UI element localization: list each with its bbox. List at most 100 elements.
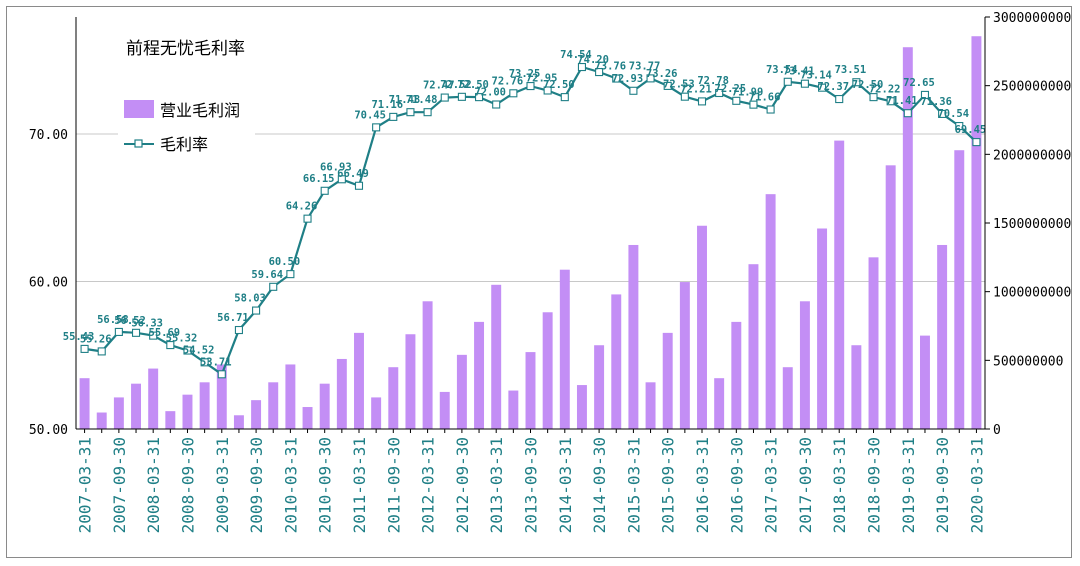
bar-2010-09-30 — [319, 383, 330, 429]
data-label: 72.76 — [492, 75, 524, 87]
x-tick-label: 2015-03-31 — [624, 437, 643, 533]
bar-2013-12-31 — [542, 312, 553, 429]
bar-2018-03-31 — [834, 140, 845, 429]
data-label: 56.33 — [131, 318, 163, 330]
margin-point-2017-09-30 — [800, 79, 809, 88]
data-label: 72.53 — [663, 79, 695, 91]
x-tick-label: 2019-09-30 — [933, 437, 952, 533]
bar-2009-03-31 — [216, 364, 227, 429]
margin-point-2016-06-30 — [715, 88, 724, 98]
x-tick-label: 2012-03-31 — [419, 437, 438, 533]
bar-2019-06-30 — [919, 335, 930, 429]
data-label: 59.64 — [251, 269, 283, 281]
bar-2014-03-31 — [559, 269, 570, 429]
data-label: 73.26 — [646, 68, 678, 80]
bar-2016-09-30 — [731, 321, 742, 429]
bar-2014-12-31 — [611, 294, 622, 429]
data-label: 70.54 — [937, 108, 969, 120]
bar-2012-09-30 — [456, 354, 467, 429]
margin-point-2019-06-30 — [920, 90, 930, 99]
margin-point-2015-06-30 — [646, 74, 655, 83]
x-tick-label: 2011-03-31 — [350, 437, 369, 533]
margin-point-2016-12-31 — [749, 100, 758, 109]
data-label: 73.77 — [629, 60, 661, 72]
data-label: 55.32 — [166, 333, 198, 345]
margin-point-2014-06-30 — [577, 62, 587, 72]
bar-2018-06-30 — [851, 345, 862, 429]
bar-2012-03-31 — [422, 301, 433, 429]
margin-point-2014-12-31 — [612, 74, 621, 83]
x-axis-ticks: 2007-03-31 2007-09-30 2008-03-31 2008-09-30… — [76, 429, 986, 533]
margin-point-2014-09-30 — [595, 68, 604, 77]
bar-2011-06-30 — [371, 397, 382, 429]
x-tick-label: 2007-09-30 — [110, 437, 129, 533]
bar-2014-06-30 — [576, 385, 587, 429]
margin-point-2014-03-31 — [560, 93, 569, 102]
bar-2007-03-31 — [79, 378, 90, 429]
margin-point-2011-12-31 — [406, 108, 415, 117]
line-series-gross-margin — [80, 62, 981, 379]
data-label: 64.26 — [286, 201, 318, 213]
left-tick-label: 70.00 — [29, 128, 68, 143]
margin-point-2017-03-31 — [766, 105, 775, 114]
data-label: 72.00 — [474, 87, 506, 99]
left-tick-label: 60.00 — [29, 276, 68, 291]
right-tick-label: 1500000000 — [993, 217, 1071, 232]
margin-point-2010-06-30 — [303, 214, 312, 223]
margin-point-2008-06-30 — [166, 341, 175, 350]
data-label: 72.37 — [817, 81, 849, 93]
bar-2008-06-30 — [165, 411, 176, 429]
data-label: 53.71 — [200, 356, 232, 368]
legend: 营业毛利润 毛利率 — [118, 88, 255, 164]
x-tick-label: 2016-09-30 — [727, 437, 746, 533]
margin-point-2007-03-31 — [80, 344, 89, 353]
bar-2010-12-31 — [336, 358, 347, 429]
right-tick-label: 2500000000 — [993, 80, 1071, 95]
bar-2007-12-31 — [131, 383, 142, 429]
bar-2019-03-31 — [902, 47, 913, 430]
margin-point-2011-06-30 — [372, 123, 381, 132]
bar-2012-12-31 — [474, 321, 485, 429]
margin-point-2008-03-31 — [149, 331, 158, 340]
data-label: 55.26 — [80, 333, 112, 345]
margin-point-2013-06-30 — [509, 89, 518, 98]
margin-point-2010-12-31 — [337, 175, 346, 184]
data-label: 71.48 — [389, 94, 421, 106]
data-label: 54.52 — [183, 344, 215, 356]
x-tick-label: 2018-03-31 — [830, 437, 849, 533]
bar-2011-03-31 — [354, 332, 364, 429]
data-label: 73.41 — [783, 66, 815, 78]
bar-2013-03-31 — [491, 284, 502, 429]
left-tick-label: 50.00 — [29, 423, 68, 438]
left-axis-ticks: 50.00 60.00 70.00 — [29, 128, 68, 438]
legend-label-gross-margin: 毛利率 — [160, 135, 208, 154]
margin-point-2019-12-31 — [955, 121, 964, 131]
x-tick-label: 2013-09-30 — [522, 437, 541, 533]
bar-2010-03-31 — [285, 364, 296, 429]
chart-title: 前程无忧毛利率 — [126, 39, 245, 59]
margin-point-2018-03-31 — [835, 94, 844, 104]
margin-point-2009-03-31 — [217, 370, 226, 379]
margin-point-2012-03-31 — [423, 108, 432, 117]
data-label: 72.65 — [903, 77, 935, 89]
bar-2008-09-30 — [182, 394, 193, 429]
margin-point-2013-12-31 — [543, 86, 552, 95]
bar-2019-09-30 — [937, 244, 948, 429]
x-tick-label: 2017-09-30 — [796, 437, 815, 533]
margin-point-2011-03-31 — [354, 181, 364, 190]
x-tick-label: 2020-03-31 — [967, 437, 986, 533]
bar-2009-09-30 — [251, 400, 262, 429]
margin-point-2010-09-30 — [320, 186, 329, 195]
margin-point-2015-12-31 — [680, 92, 689, 101]
data-label: 66.49 — [337, 168, 369, 180]
bar-2017-12-31 — [817, 228, 828, 429]
data-label: 72.25 — [715, 83, 747, 95]
margin-point-2016-03-31 — [697, 97, 707, 106]
margin-point-2007-12-31 — [131, 328, 141, 337]
bar-2017-09-30 — [799, 301, 810, 429]
margin-point-2019-09-30 — [938, 109, 947, 118]
bar-2018-09-30 — [868, 257, 879, 429]
right-tick-label: 2000000000 — [993, 148, 1071, 163]
data-label: 72.50 — [543, 79, 575, 91]
